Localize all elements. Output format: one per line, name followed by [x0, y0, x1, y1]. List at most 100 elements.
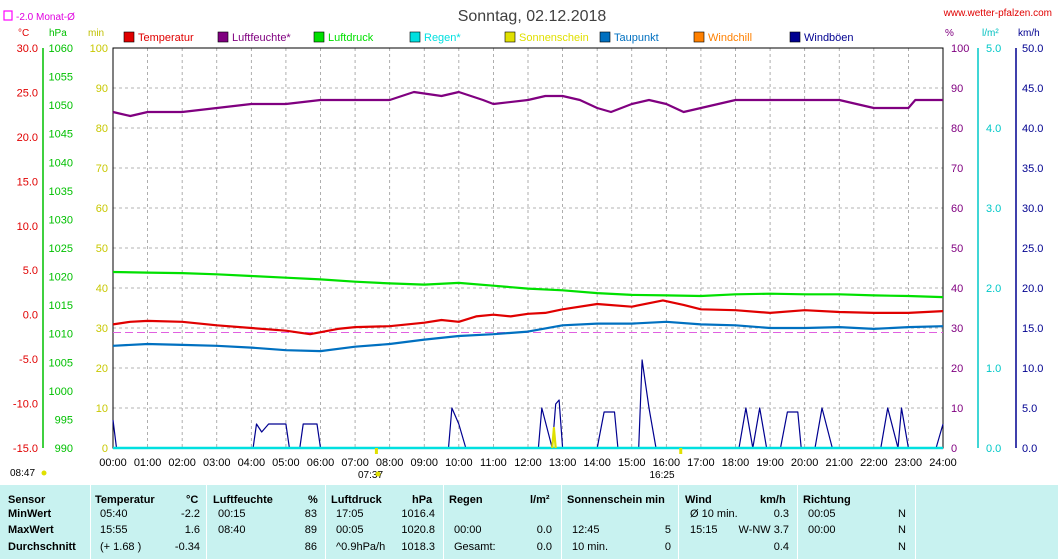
- pressure-tick: 995: [55, 414, 73, 426]
- stat-cell-temp-time: 15:55: [100, 524, 128, 536]
- stat-cell-temp-val: -2.2: [181, 508, 200, 520]
- stat-cell-rain-val: 0.0: [536, 524, 552, 536]
- temp-tick: 15.0: [17, 176, 38, 188]
- monthly-avg-icon: [3, 10, 13, 21]
- series-line-temperatur: [112, 299, 944, 336]
- legend-label: Sonnenschein: [519, 32, 589, 44]
- x-tick-label: 11:00: [480, 457, 507, 469]
- temp-tick: 5.0: [23, 265, 38, 277]
- stat-cell-dir-val: N: [898, 541, 906, 553]
- site-url: www.wetter-pfalzen.com: [943, 8, 1052, 19]
- legend-label: Windböen: [804, 32, 854, 44]
- percent-tick: 60: [951, 203, 963, 215]
- x-tick-label: 17:00: [687, 457, 715, 469]
- hdr-rain-unit: l/m²: [530, 494, 550, 506]
- stat-cell-dir-val: N: [898, 508, 906, 520]
- wind-tick: 0.0: [1022, 443, 1037, 455]
- legend-swatch: [599, 31, 611, 43]
- minutes-tick: 30: [96, 323, 108, 335]
- percent-tick: 70: [951, 163, 963, 175]
- pressure-tick: 1005: [49, 357, 73, 369]
- stat-cell-hum-val: 83: [304, 508, 317, 520]
- legend-swatch: [409, 31, 421, 43]
- unit-temp: °C: [18, 28, 29, 39]
- legend-swatch: [789, 31, 801, 43]
- stat-cell-wind-val: 0.3: [773, 508, 789, 520]
- x-tick-label: 12:00: [514, 457, 542, 469]
- unit-rain: l/m²: [982, 28, 999, 39]
- x-tick-label: 01:00: [134, 457, 162, 469]
- rain-tick: 5.0: [986, 43, 1001, 55]
- weather-chart: Sonntag, 02.12.2018 www.wetter-pfalzen.c…: [3, 8, 1052, 481]
- percent-tick: 90: [951, 83, 963, 95]
- pressure-tick: 1010: [49, 329, 73, 341]
- stat-cell-dir-time: 00:05: [808, 508, 836, 520]
- series-line-luftfeuchte: [112, 90, 943, 118]
- pressure-tick: 1025: [49, 243, 73, 255]
- x-tick-label: 14:00: [583, 457, 611, 469]
- plot-area: [112, 47, 944, 450]
- legend-label: Windchill: [708, 32, 752, 44]
- x-tick-label: 16:00: [653, 457, 681, 469]
- rain-tick: 2.0: [986, 283, 1001, 295]
- hdr-wind: Wind: [685, 494, 712, 506]
- wind-tick: 50.0: [1022, 43, 1043, 55]
- temp-tick: 25.0: [17, 87, 38, 99]
- legend-swatch: [313, 31, 325, 43]
- stat-cell-rain-val: 0.0: [536, 541, 552, 553]
- wind-tick: 30.0: [1022, 203, 1043, 215]
- minutes-tick: 0: [102, 443, 108, 455]
- wind-tick: 35.0: [1022, 163, 1043, 175]
- stat-cell-sun-time: 12:45: [572, 524, 600, 536]
- wind-tick: 45.0: [1022, 83, 1043, 95]
- hdr-sun: Sonnenschein min: [567, 494, 665, 506]
- hdr-hum: Luftfeuchte: [213, 494, 273, 506]
- chart-title: Sonntag, 02.12.2018: [458, 8, 607, 25]
- minutes-tick: 80: [96, 123, 108, 135]
- wind-tick: 40.0: [1022, 123, 1043, 135]
- pressure-tick: 1015: [49, 300, 73, 312]
- legend-label: Luftfeuchte*: [232, 32, 291, 44]
- rain-tick: 4.0: [986, 123, 1001, 135]
- hdr-wind-unit: km/h: [760, 494, 786, 506]
- legend-swatch: [123, 31, 135, 43]
- x-tick-label: 04:00: [238, 457, 266, 469]
- stat-cell-temp-time: (+ 1.68 ): [100, 541, 142, 553]
- percent-tick: 10: [951, 403, 963, 415]
- temp-tick: 10.0: [17, 221, 38, 233]
- temp-tick: -10.0: [13, 399, 38, 411]
- temp-tick: -5.0: [19, 354, 38, 366]
- stat-cell-press-val: 1018.3: [401, 541, 435, 553]
- stat-cell-rain-time: Gesamt:: [454, 541, 496, 553]
- series-line-taupunkt: [112, 320, 944, 353]
- corner-sun-icon: [41, 470, 47, 476]
- stat-cell-wind-val: 0.4: [773, 541, 789, 553]
- stat-cell-label: MinWert: [8, 508, 52, 520]
- stat-cell-press-val: 1020.8: [401, 524, 435, 536]
- series-line-sonnenschein: [551, 426, 557, 449]
- stat-cell-dir-val: N: [898, 524, 906, 536]
- hdr-rain: Regen: [449, 494, 483, 506]
- minutes-tick: 50: [96, 243, 108, 255]
- temp-tick: 20.0: [17, 132, 38, 144]
- percent-tick: 80: [951, 123, 963, 135]
- stat-cell-wind-time: Ø 10 min.: [690, 508, 738, 520]
- legend-swatch: [217, 31, 229, 43]
- stat-cell-hum-val: 86: [304, 541, 317, 553]
- hdr-press: Luftdruck: [331, 494, 382, 506]
- monthly-avg-label: -2.0 Monat-Ø: [16, 12, 75, 23]
- stat-cell-hum-time: 00:15: [218, 508, 246, 520]
- stat-cell-wind-time: 15:15: [690, 524, 718, 536]
- legend-swatch: [504, 31, 516, 43]
- sun-marks: 07:37 16:25 08:47: [10, 468, 675, 481]
- series-line-luftdruck: [112, 270, 944, 299]
- percent-tick: 50: [951, 243, 963, 255]
- minutes-tick: 40: [96, 283, 108, 295]
- sunrise-time: 07:37: [358, 470, 383, 481]
- stat-cell-temp-val: -0.34: [174, 541, 200, 553]
- stat-cell-wind-val: W-NW 3.7: [738, 524, 789, 536]
- stat-cell-dir-time: 00:00: [808, 524, 836, 536]
- chart-legend: Temperatur Luftfeuchte* Luftdruck Regen* Son…: [123, 31, 854, 44]
- stat-cell-label: MaxWert: [8, 524, 54, 536]
- percent-tick: 40: [951, 283, 963, 295]
